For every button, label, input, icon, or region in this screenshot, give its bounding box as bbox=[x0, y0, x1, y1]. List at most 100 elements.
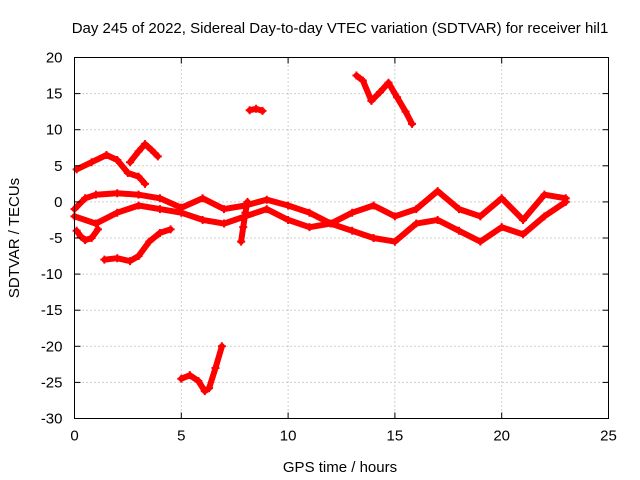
series-line bbox=[353, 72, 415, 127]
data-point-marker bbox=[348, 226, 357, 235]
data-point-marker bbox=[305, 208, 314, 217]
chart-title: Day 245 of 2022, Sidereal Day-to-day VTE… bbox=[72, 20, 609, 37]
data-point-marker bbox=[220, 219, 229, 228]
data-point-marker bbox=[561, 197, 570, 206]
data-point-marker bbox=[239, 223, 248, 232]
y-tick-label: -20 bbox=[41, 338, 63, 355]
data-point-marker bbox=[220, 205, 229, 214]
x-tick-label: 15 bbox=[387, 428, 404, 445]
data-point-marker bbox=[211, 363, 220, 372]
data-point-marker bbox=[134, 252, 143, 261]
y-axis-label: SDTVAR / TECUs bbox=[6, 178, 23, 298]
data-point-marker bbox=[412, 219, 421, 228]
data-point-marker bbox=[252, 104, 261, 113]
data-point-marker bbox=[393, 93, 402, 102]
data-point-marker bbox=[375, 88, 384, 97]
data-point-marker bbox=[134, 147, 143, 156]
series-cluster-lower bbox=[70, 197, 570, 246]
data-point-marker bbox=[91, 190, 100, 199]
data-point-marker bbox=[145, 237, 154, 246]
series-line bbox=[238, 198, 251, 245]
data-point-marker bbox=[113, 254, 122, 263]
data-point-marker bbox=[87, 158, 96, 167]
data-point-marker bbox=[198, 215, 207, 224]
data-traces bbox=[70, 71, 570, 396]
data-point-marker bbox=[262, 205, 271, 214]
data-point-marker bbox=[243, 197, 252, 206]
data-point-marker bbox=[390, 237, 399, 246]
data-point-marker bbox=[140, 179, 149, 188]
data-point-marker bbox=[284, 201, 293, 210]
data-point-marker bbox=[401, 107, 410, 116]
data-point-marker bbox=[245, 106, 254, 115]
data-point-marker bbox=[198, 194, 207, 203]
data-point-marker bbox=[155, 194, 164, 203]
data-point-marker bbox=[147, 145, 156, 154]
data-point-marker bbox=[91, 219, 100, 228]
data-point-marker bbox=[113, 156, 122, 165]
series-line bbox=[127, 141, 161, 166]
data-point-marker bbox=[348, 208, 357, 217]
y-tick-label: 20 bbox=[46, 50, 63, 67]
data-point-marker bbox=[155, 205, 164, 214]
data-point-marker bbox=[72, 165, 81, 174]
data-point-marker bbox=[205, 384, 214, 393]
data-point-marker bbox=[93, 225, 102, 234]
y-tick-label: 15 bbox=[46, 86, 63, 103]
data-point-marker bbox=[358, 76, 367, 85]
series-arc-dip-8h bbox=[100, 225, 175, 266]
data-point-marker bbox=[433, 187, 442, 196]
data-point-marker bbox=[407, 119, 416, 128]
data-point-marker bbox=[81, 236, 90, 245]
data-point-marker bbox=[497, 194, 506, 203]
data-point-marker bbox=[241, 208, 250, 217]
data-point-marker bbox=[113, 189, 122, 198]
data-point-marker bbox=[113, 208, 122, 217]
data-point-marker bbox=[384, 78, 393, 87]
data-point-marker bbox=[217, 342, 226, 351]
data-point-marker bbox=[454, 226, 463, 235]
x-tick-label: 0 bbox=[70, 428, 78, 445]
data-point-marker bbox=[140, 140, 149, 149]
data-point-marker bbox=[540, 190, 549, 199]
data-point-marker bbox=[134, 172, 143, 181]
data-point-marker bbox=[352, 71, 361, 80]
data-point-marker bbox=[194, 376, 203, 385]
ticks bbox=[74, 57, 609, 419]
data-point-marker bbox=[200, 387, 209, 396]
series-arc-low-6h bbox=[177, 342, 226, 396]
data-point-marker bbox=[177, 208, 186, 217]
data-point-marker bbox=[177, 374, 186, 383]
series-arc-upper-left bbox=[72, 150, 149, 188]
grid-lines bbox=[74, 57, 609, 419]
data-point-marker bbox=[367, 96, 376, 105]
data-point-marker bbox=[519, 230, 528, 239]
data-point-marker bbox=[87, 234, 96, 242]
data-point-marker bbox=[476, 212, 485, 221]
x-tick-label: 20 bbox=[493, 428, 510, 445]
data-point-marker bbox=[262, 195, 271, 204]
x-tick-label: 25 bbox=[600, 428, 617, 445]
x-axis-label: GPS time / hours bbox=[283, 459, 397, 476]
y-tick-label: 0 bbox=[54, 194, 62, 211]
data-point-marker bbox=[412, 205, 421, 214]
data-point-marker bbox=[185, 371, 194, 380]
data-point-marker bbox=[326, 219, 335, 228]
data-point-marker bbox=[237, 237, 246, 246]
series-arc-low-left bbox=[72, 225, 102, 245]
data-point-marker bbox=[72, 226, 81, 235]
data-point-marker bbox=[497, 223, 506, 232]
y-tick-label: -5 bbox=[49, 230, 62, 247]
x-tick-label: 10 bbox=[280, 428, 297, 445]
data-point-marker bbox=[166, 225, 175, 234]
data-point-marker bbox=[134, 201, 143, 210]
data-point-marker bbox=[519, 215, 528, 224]
data-point-marker bbox=[454, 205, 463, 214]
data-point-marker bbox=[102, 150, 111, 159]
data-point-marker bbox=[433, 215, 442, 224]
y-tick-label: -15 bbox=[41, 302, 63, 319]
data-point-marker bbox=[476, 237, 485, 246]
y-tick-label: -25 bbox=[41, 374, 63, 391]
data-point-marker bbox=[126, 158, 135, 167]
